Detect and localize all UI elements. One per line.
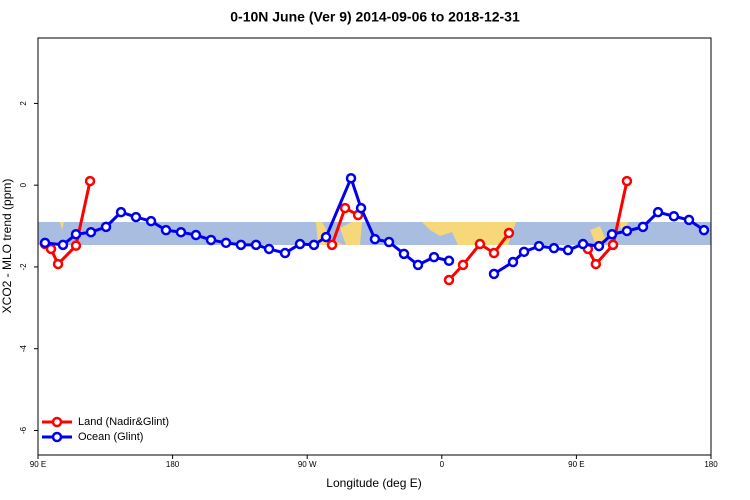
point — [488, 247, 500, 259]
point — [84, 175, 96, 187]
point — [474, 238, 486, 250]
point — [443, 274, 455, 286]
point — [355, 202, 367, 214]
point — [698, 224, 710, 236]
point — [548, 242, 560, 254]
point — [160, 224, 172, 236]
point — [85, 226, 97, 238]
legend-label: Land (Nadir&Glint) — [78, 416, 169, 428]
point — [683, 214, 695, 226]
x-tick-label: 180 — [166, 460, 180, 469]
point — [130, 211, 142, 223]
point — [294, 238, 306, 250]
point — [621, 225, 633, 237]
point — [100, 221, 112, 233]
point — [443, 255, 455, 267]
point — [412, 259, 424, 271]
point — [507, 256, 519, 268]
point — [593, 240, 605, 252]
point — [175, 226, 187, 238]
point — [518, 246, 530, 258]
y-tick-label: -6 — [19, 426, 28, 434]
plot-frame — [37, 37, 712, 456]
point — [57, 239, 69, 251]
point — [668, 210, 680, 222]
point — [457, 259, 469, 271]
point — [345, 172, 357, 184]
point — [652, 206, 664, 218]
point — [398, 248, 410, 260]
point — [52, 258, 64, 270]
point — [533, 240, 545, 252]
point — [235, 239, 247, 251]
point — [250, 239, 262, 251]
y-tick-label: 2 — [19, 101, 28, 106]
point — [339, 202, 351, 214]
land-shape — [590, 226, 606, 245]
point — [70, 228, 82, 240]
point — [39, 237, 51, 249]
point — [562, 244, 574, 256]
point — [326, 239, 338, 251]
point — [428, 251, 440, 263]
x-tick-label: 0 — [440, 460, 445, 469]
point — [320, 231, 332, 243]
point — [621, 175, 633, 187]
point — [383, 236, 395, 248]
x-tick-label: 90 E — [30, 460, 46, 469]
point — [606, 228, 618, 240]
legend-marker — [51, 431, 63, 443]
land-shape — [60, 222, 64, 230]
point — [607, 239, 619, 251]
y-tick-label: 0 — [19, 182, 28, 187]
point — [590, 258, 602, 270]
point — [369, 233, 381, 245]
point — [279, 247, 291, 259]
point — [115, 206, 127, 218]
point — [503, 227, 515, 239]
x-tick-label: 180 — [704, 460, 718, 469]
point — [220, 237, 232, 249]
legend-label: Ocean (Glint) — [78, 431, 143, 443]
point — [190, 229, 202, 241]
point — [263, 243, 275, 255]
point — [145, 215, 157, 227]
point — [488, 268, 500, 280]
point — [70, 240, 82, 251]
point — [205, 234, 217, 246]
point — [637, 221, 649, 233]
point — [577, 238, 589, 250]
y-axis-label: XCO2 - MLO trend (ppm) — [0, 179, 14, 314]
x-axis-label: Longitude (deg E) — [326, 476, 421, 490]
legend-marker — [51, 416, 63, 428]
x-tick-label: 90 E — [568, 460, 584, 469]
chart-title: 0-10N June (Ver 9) 2014-09-06 to 2018-12… — [230, 9, 520, 25]
point — [308, 239, 320, 251]
land-shape — [422, 222, 516, 245]
x-tick-label: 90 W — [298, 460, 317, 469]
y-tick-label: -2 — [19, 263, 28, 271]
y-tick-label: -4 — [19, 345, 28, 353]
land-shape — [340, 222, 362, 245]
